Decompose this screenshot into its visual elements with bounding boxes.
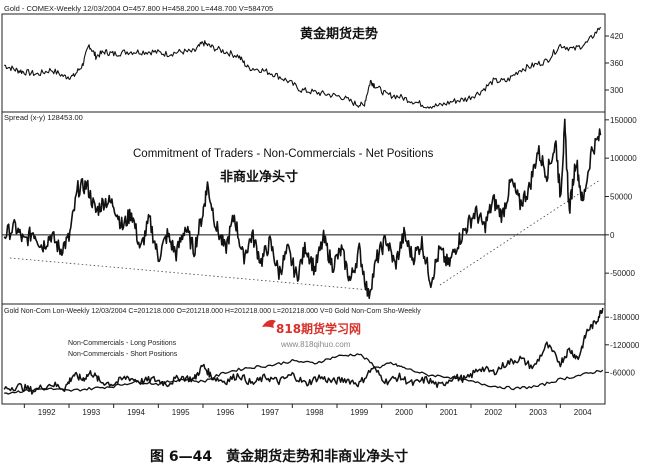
x-tick-label: 2004 bbox=[574, 408, 592, 417]
price-series bbox=[4, 26, 601, 109]
x-tick-label: 1995 bbox=[172, 408, 190, 417]
watermark-brand: 818期货学习网 bbox=[276, 321, 361, 336]
y-tick-label: -60000 bbox=[610, 368, 635, 377]
x-tick-label: 1998 bbox=[306, 408, 324, 417]
watermark-url: www.818qihuo.com bbox=[280, 340, 351, 349]
x-tick-label: 2002 bbox=[484, 408, 502, 417]
y-tick-label: 360 bbox=[610, 59, 624, 68]
y-tick-label: -180000 bbox=[610, 313, 640, 322]
y-tick-label: -120000 bbox=[610, 341, 640, 350]
short-positions-line bbox=[4, 353, 604, 395]
y-tick-label: 100000 bbox=[610, 154, 637, 163]
positions-header: Gold Non-Com Lon-Weekly 12/03/2004 C=201… bbox=[4, 308, 421, 315]
x-tick-label: 1999 bbox=[350, 408, 368, 417]
spread-header: Spread (x-y) 128453.00 bbox=[4, 113, 83, 122]
spread-trend-line-low bbox=[9, 257, 371, 291]
y-tick-label: -50000 bbox=[610, 269, 635, 278]
net-positions-line bbox=[3, 118, 602, 299]
y-tick-label: 50000 bbox=[610, 193, 633, 202]
watermark: 818期货学习网 www.818qihuo.com bbox=[262, 319, 361, 349]
y-tick-label: 150000 bbox=[610, 116, 637, 125]
x-tick-label: 1994 bbox=[127, 408, 145, 417]
long-positions-line bbox=[3, 307, 604, 395]
positions-panel-frame bbox=[1, 303, 606, 405]
x-tick-label: 2003 bbox=[529, 408, 547, 417]
x-tick-label: 1996 bbox=[216, 408, 234, 417]
legend-short-label: Non-Commercials - Short Positions bbox=[68, 351, 178, 358]
legend-long-label: Non-Commercials - Long Positions bbox=[68, 340, 177, 347]
figure-caption: 图 6—44 黄金期货走势和非商业净头寸 bbox=[150, 448, 408, 465]
spread-series bbox=[3, 118, 602, 299]
watermark-flame-icon bbox=[262, 319, 276, 328]
axis-ticks: 300 360 420 -50000 0 50000 100000 150000 -60000 -… bbox=[23, 32, 640, 417]
price-header: Gold - COMEX-Weekly 12/03/2004 O=457.800… bbox=[4, 4, 273, 13]
y-tick-label: 300 bbox=[610, 86, 624, 95]
x-tick-label: 1993 bbox=[82, 408, 100, 417]
x-tick-label: 1992 bbox=[38, 408, 56, 417]
price-line bbox=[4, 26, 601, 109]
price-title: 黄金期货走势 bbox=[300, 26, 378, 42]
x-tick-label: 2000 bbox=[395, 408, 413, 417]
y-tick-label: 420 bbox=[610, 32, 624, 41]
positions-series bbox=[3, 307, 604, 395]
y-tick-label: 0 bbox=[610, 231, 615, 240]
spread-title-cn: 非商业净头寸 bbox=[220, 169, 298, 185]
x-tick-label: 1997 bbox=[261, 408, 279, 417]
spread-title-en: Commitment of Traders - Non-Commercials … bbox=[133, 148, 434, 160]
x-tick-label: 2001 bbox=[440, 408, 458, 417]
